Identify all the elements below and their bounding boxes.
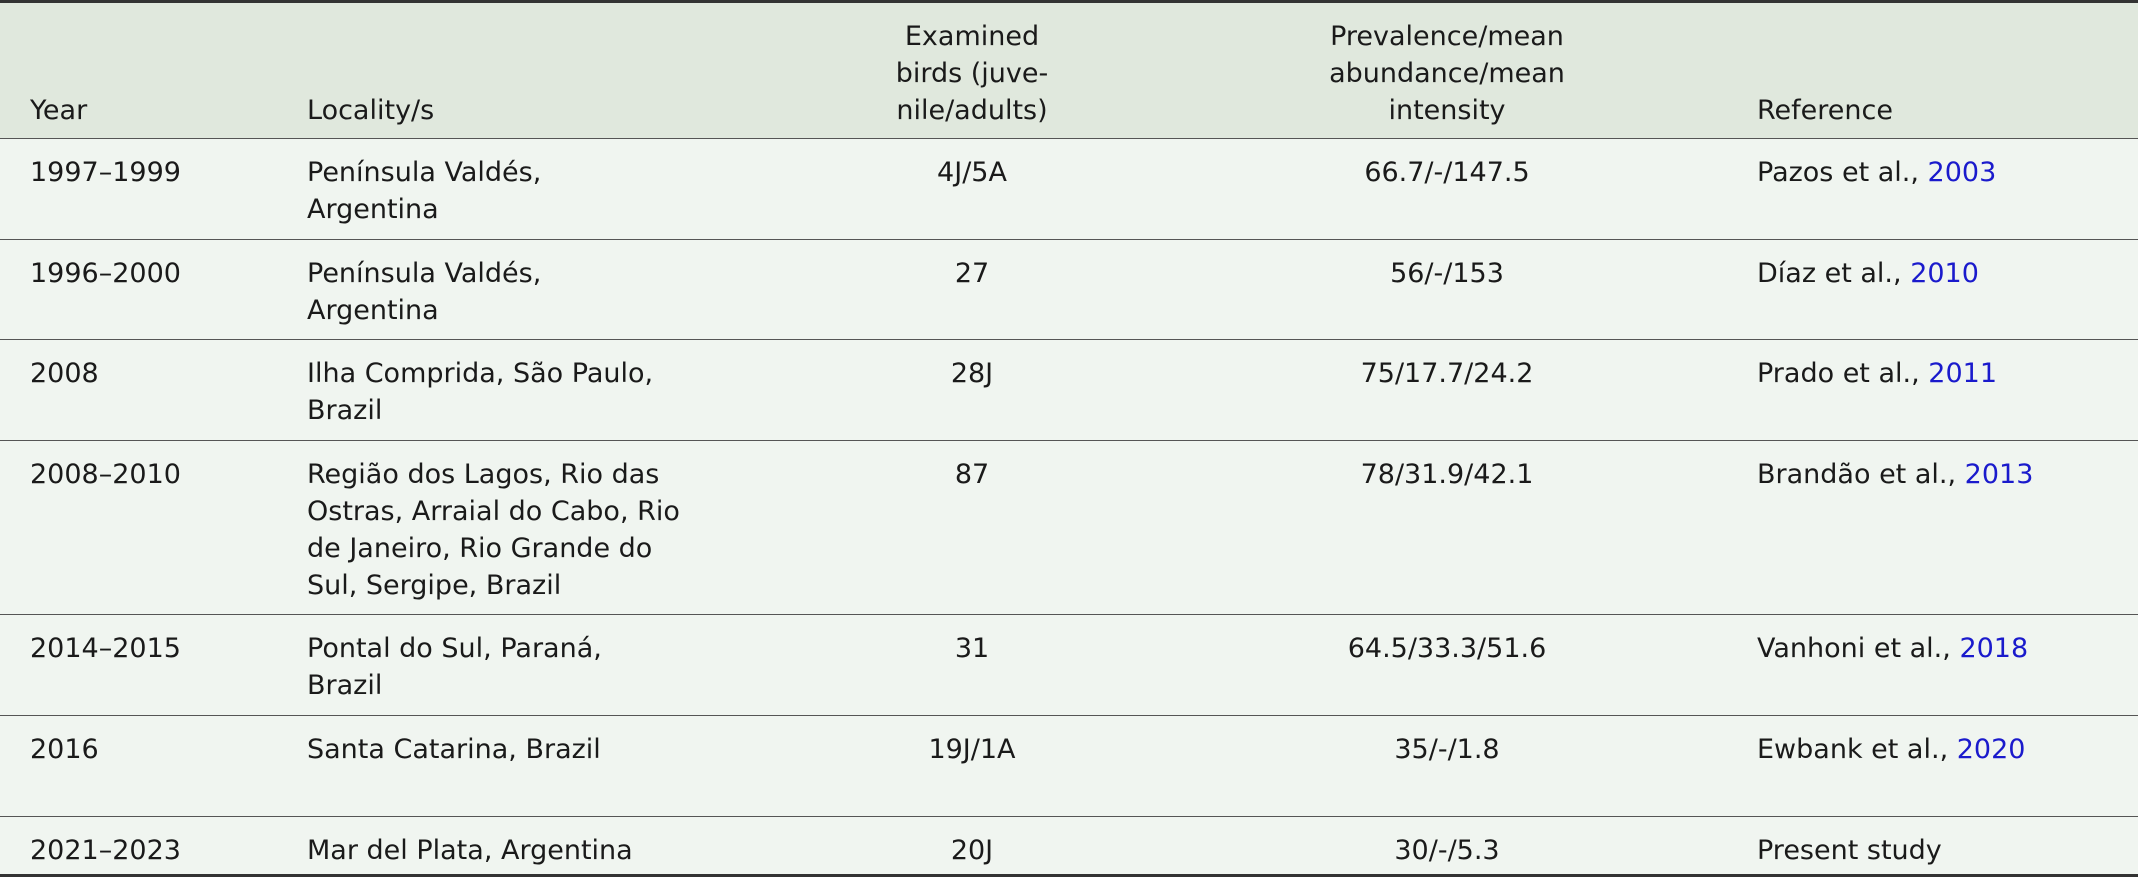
cell-locality: Península Valdés, Argentina [307, 239, 807, 340]
reference-authors: Prado et al., [1757, 358, 1920, 389]
cell-reference: Brandão et al., 2013 [1757, 440, 2138, 615]
cell-locality: Região dos Lagos, Rio das Ostras, Arraia… [307, 440, 807, 615]
cell-locality: Pontal do Sul, Paraná, Brazil [307, 614, 807, 716]
cell-examined: 20J [950, 835, 994, 866]
cell-prevalence: 35/-/1.8 [1137, 715, 1757, 817]
cell-year: 2014–2015 [0, 614, 307, 716]
reference-year-link[interactable]: 2003 [1927, 157, 1997, 188]
cell-examined: 27 [807, 239, 1137, 340]
cell-locality: Mar del Plata, Argentina [307, 835, 633, 866]
cell-prevalence: 64.5/33.3/51.6 [1137, 614, 1757, 716]
header-row: Year Locality/s Examined birds (juve- ni… [0, 1, 2138, 139]
reference-year-link[interactable]: 2011 [1928, 358, 1997, 389]
reference-authors: Vanhoni et al., [1757, 633, 1951, 664]
cell-examined: 31 [807, 614, 1137, 716]
cell-year: 2021–2023 [30, 835, 181, 866]
table-body: 1997–1999 Península Valdés, Argentina 4J… [0, 138, 2138, 876]
cell-locality: Santa Catarina, Brazil [307, 715, 807, 817]
header-prevalence-line-2: abundance/mean [1329, 58, 1565, 89]
cell-locality: Península Valdés, Argentina [307, 138, 807, 240]
cell-prevalence: 30/-/5.3 [1394, 835, 1500, 866]
cell-year: 2008–2010 [0, 440, 307, 615]
table-row: 2008 Ilha Comprida, São Paulo, Brazil 28… [0, 339, 2138, 441]
cell-examined: 28J [807, 339, 1137, 441]
header-examined-line-2: birds (juve- [895, 58, 1049, 89]
cell-prevalence: 75/17.7/24.2 [1137, 339, 1757, 441]
reference-year-link[interactable]: 2013 [1964, 459, 2034, 490]
reference-authors: Díaz et al., [1757, 258, 1902, 289]
cell-prevalence: 66.7/-/147.5 [1137, 138, 1757, 240]
cell-reference: Prado et al., 2011 [1757, 339, 2138, 441]
cell-reference: Ewbank et al., 2020 [1757, 715, 2138, 817]
header-reference: Reference [1757, 1, 2138, 139]
reference-year-link[interactable]: 2020 [1956, 734, 2026, 765]
table-row: 2008–2010 Região dos Lagos, Rio das Ostr… [0, 440, 2138, 615]
cell-prevalence: 56/-/153 [1137, 239, 1757, 340]
reference-authors: Ewbank et al., [1757, 734, 1949, 765]
cell-year: 1996–2000 [0, 239, 307, 340]
cell-year: 2008 [0, 339, 307, 441]
header-examined-line-1: Examined [904, 21, 1040, 52]
reference-year-link[interactable]: 2018 [1959, 633, 2029, 664]
cell-prevalence: 78/31.9/42.1 [1137, 440, 1757, 615]
table-row: 2021–2023 Mar del Plata, Argentina 20J 3… [0, 816, 2138, 876]
table-row: 2014–2015 Pontal do Sul, Paraná, Brazil … [0, 614, 2138, 716]
header-locality: Locality/s [307, 1, 807, 139]
header-year: Year [0, 1, 307, 139]
cell-reference: Vanhoni et al., 2018 [1757, 614, 2138, 716]
cell-year: 2016 [0, 715, 307, 817]
cell-examined: 87 [807, 440, 1137, 615]
cell-reference: Present study [1757, 835, 1942, 866]
reference-authors: Brandão et al., [1757, 459, 1957, 490]
table-row: 1996–2000 Península Valdés, Argentina 27… [0, 239, 2138, 340]
header-examined-line-3: nile/adults) [896, 95, 1048, 126]
cell-examined: 19J/1A [807, 715, 1137, 817]
table-header: Year Locality/s Examined birds (juve- ni… [0, 1, 2138, 139]
header-prevalence: Prevalence/mean abundance/mean intensity [1137, 1, 1757, 139]
reference-year-link[interactable]: 2010 [1910, 258, 1979, 289]
cell-reference: Díaz et al., 2010 [1757, 239, 2138, 340]
header-prevalence-line-1: Prevalence/mean [1330, 21, 1564, 52]
reference-authors: Pazos et al., [1757, 157, 1919, 188]
cell-year: 1997–1999 [0, 138, 307, 240]
cell-examined: 4J/5A [807, 138, 1137, 240]
header-prevalence-line-3: intensity [1388, 95, 1506, 126]
header-examined-birds: Examined birds (juve- nile/adults) [807, 1, 1137, 139]
cell-reference: Pazos et al., 2003 [1757, 138, 2138, 240]
table-row: 2016 Santa Catarina, Brazil 19J/1A 35/-/… [0, 715, 2138, 817]
cell-locality: Ilha Comprida, São Paulo, Brazil [307, 339, 807, 441]
table-row: 1997–1999 Península Valdés, Argentina 4J… [0, 138, 2138, 240]
